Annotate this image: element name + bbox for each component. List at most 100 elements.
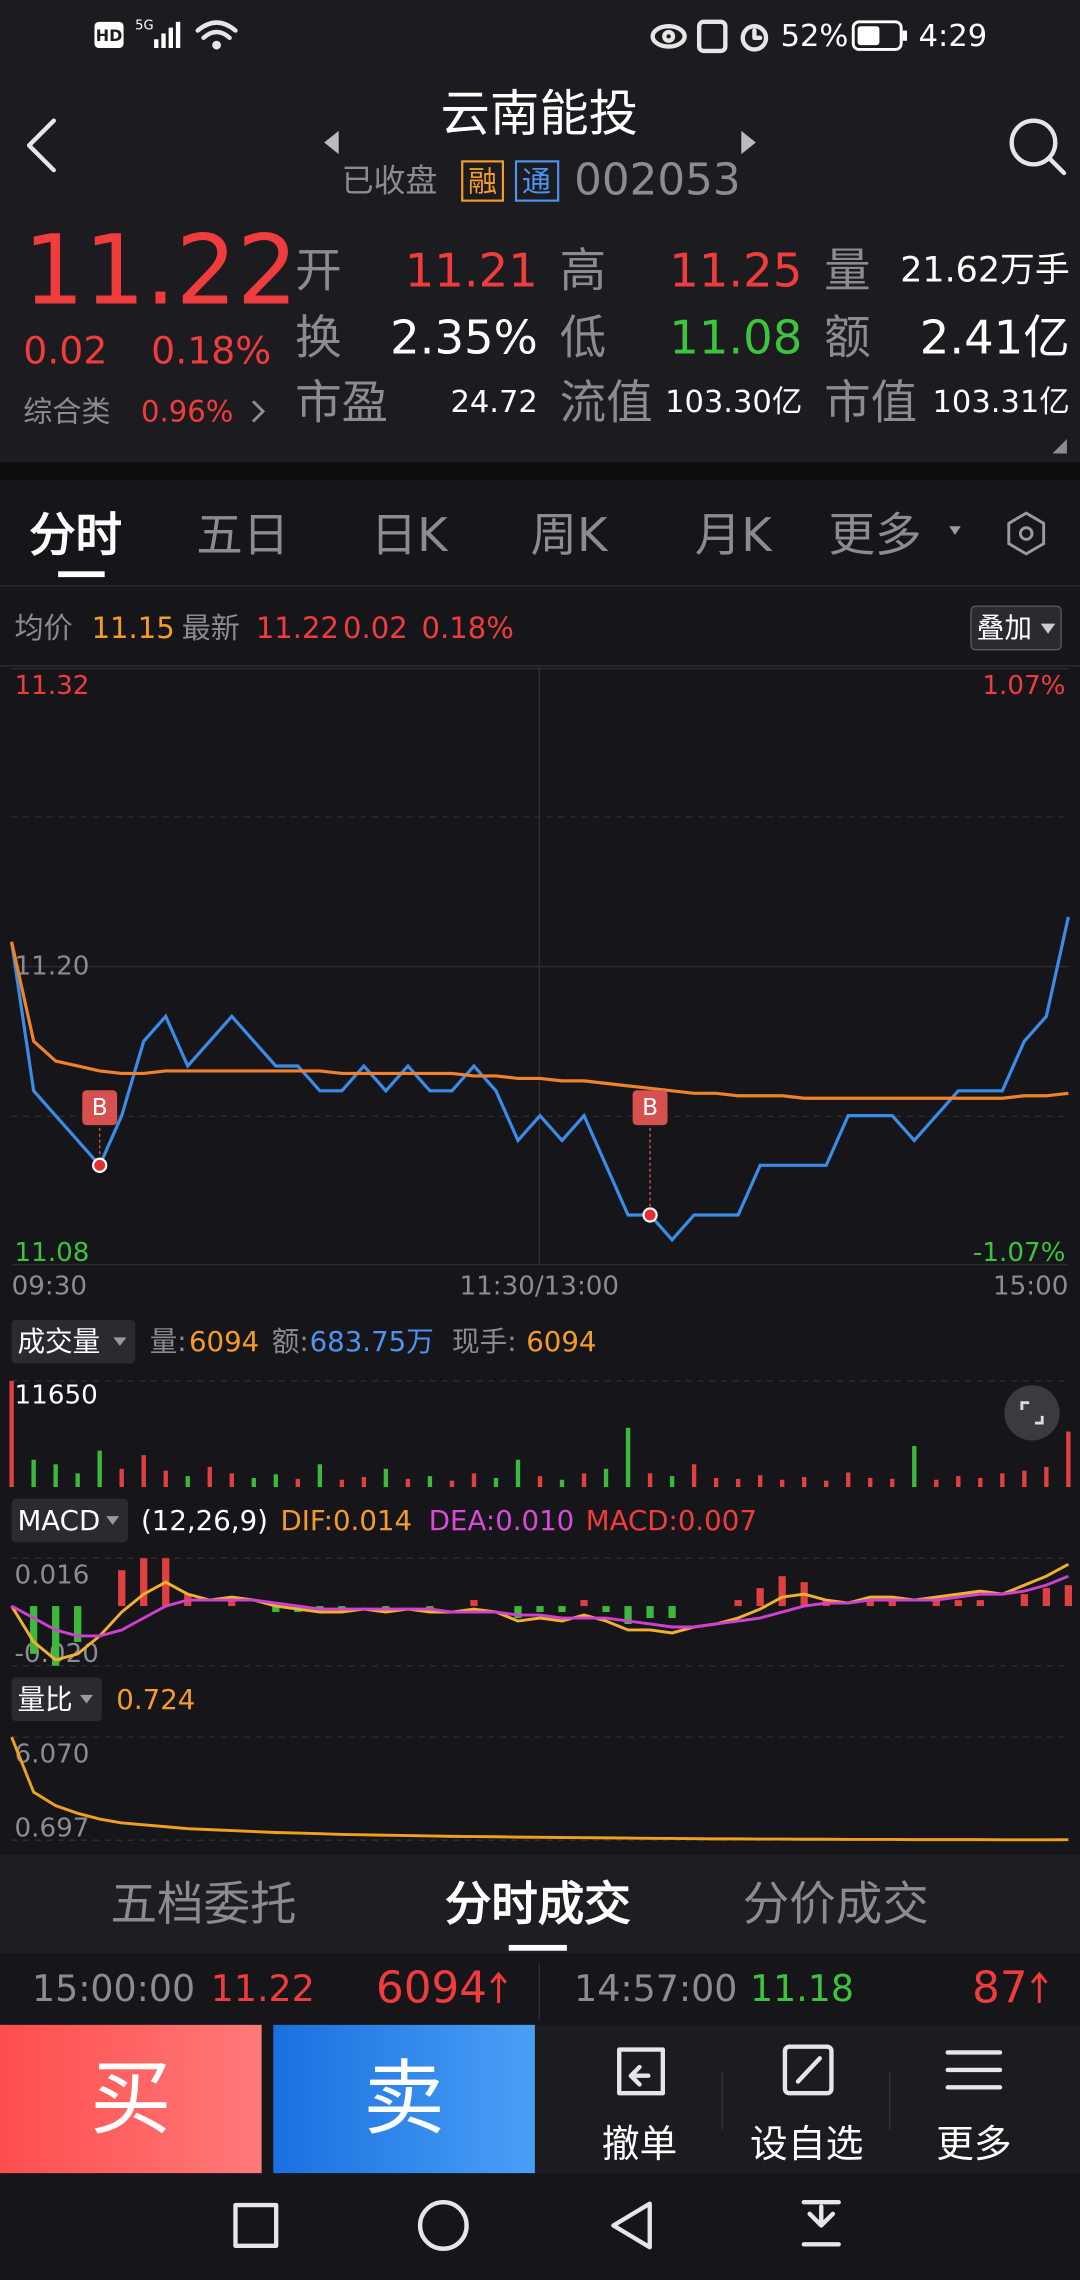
dea-value: DEA:0.010 <box>429 1504 574 1537</box>
buy-button[interactable] <box>0 2024 262 2174</box>
macd-bar <box>536 1606 544 1613</box>
volume-bar <box>515 1459 521 1488</box>
tag-box <box>461 160 505 202</box>
y-tick-label: 11.32 <box>15 671 90 701</box>
trade-price: 11.18 <box>750 1967 854 2010</box>
trade-tab[interactable]: 分价成交 <box>743 1877 929 1931</box>
wifi-icon <box>195 20 238 50</box>
latest-label: 最新 <box>182 611 240 645</box>
average-line <box>10 941 1069 1100</box>
prev-stock[interactable] <box>324 130 339 155</box>
chart-tab[interactable]: 日K <box>371 508 449 562</box>
field-value: 103.30亿 <box>665 385 802 420</box>
settings-button[interactable] <box>1007 511 1046 556</box>
trade-price: 11.22 <box>211 1967 315 2010</box>
expand-corner[interactable] <box>1052 439 1067 454</box>
watchlist-icon[interactable] <box>782 2044 834 2096</box>
volume-bar <box>1044 1467 1049 1488</box>
volume-bar <box>361 1477 367 1488</box>
indicator-select[interactable] <box>11 1319 136 1364</box>
volume-bar <box>251 1477 256 1488</box>
connect-tag: 通 <box>522 165 551 199</box>
separator <box>0 462 1080 480</box>
field-value: 2.35% <box>390 310 538 364</box>
back-button[interactable] <box>26 118 56 173</box>
market-status: 已收盘 <box>342 161 438 199</box>
volume-bar <box>779 1479 785 1488</box>
macd-bar <box>888 1600 896 1607</box>
y-tick-label: 0.697 <box>15 1814 90 1844</box>
expand-button[interactable] <box>1004 1385 1060 1441</box>
price-change-pct: 0.18% <box>151 328 271 372</box>
sell-button[interactable] <box>273 2024 535 2174</box>
overlay-button[interactable] <box>970 605 1062 651</box>
macd-bar <box>734 1600 742 1607</box>
search-button[interactable] <box>1009 118 1067 176</box>
macd-bar <box>558 1606 566 1613</box>
volume-bar <box>647 1473 653 1488</box>
y-tick-label: 11.20 <box>15 952 90 982</box>
buy-marker <box>82 1090 118 1126</box>
price-line <box>10 916 1070 1243</box>
field-value: 21.62万手 <box>900 250 1070 290</box>
field-value: 103.31亿 <box>933 385 1070 420</box>
indicator-select[interactable] <box>11 1498 128 1543</box>
ratio-line <box>10 1736 1069 1842</box>
macd-bar <box>228 1600 236 1607</box>
macd-bar <box>514 1606 522 1619</box>
volume-bar <box>890 1478 895 1488</box>
volume-bar <box>471 1473 477 1488</box>
indicator-select[interactable] <box>11 1677 102 1722</box>
sector-arrow[interactable] <box>251 400 266 423</box>
volume-bar <box>1022 1470 1027 1488</box>
select-caret <box>113 1337 127 1347</box>
trade-tab[interactable]: 五档委托 <box>110 1877 296 1931</box>
volume-bar <box>824 1480 829 1488</box>
buy-label: 买 <box>90 2051 171 2146</box>
macd-bar <box>272 1606 280 1613</box>
cancel-label[interactable]: 撤单 <box>602 2122 678 2166</box>
trade-tab[interactable]: 分时成交 <box>445 1877 631 1931</box>
up-arrow <box>1030 1971 1048 2004</box>
macd-bar <box>756 1588 764 1607</box>
chart-tab[interactable]: 周K <box>531 508 609 562</box>
macd-bar <box>932 1600 940 1607</box>
volume-bar <box>581 1473 587 1488</box>
volume-bar <box>9 1380 14 1488</box>
price-change: 0.02 <box>23 328 107 372</box>
volume-stat-value: 6094 <box>189 1325 259 1358</box>
macd-bar <box>1064 1585 1073 1607</box>
volume-bar <box>934 1479 939 1488</box>
macd-bar <box>140 1558 148 1607</box>
settings-dot <box>1018 526 1034 541</box>
volume-stat-value: 6094 <box>526 1325 596 1358</box>
sector[interactable]: 综合类 <box>23 394 110 428</box>
last-price: 11.22 <box>23 214 298 326</box>
macd-bar <box>954 1600 962 1607</box>
macd-title: MACD <box>17 1504 100 1537</box>
x-tick-label: 11:30/13:00 <box>459 1271 619 1301</box>
field-label: 换 <box>295 310 342 364</box>
field-label: 高 <box>560 243 606 297</box>
watchlist-label[interactable]: 设自选 <box>750 2122 863 2166</box>
volume-stat-label: 额: <box>272 1325 309 1358</box>
more-label[interactable]: 更多 <box>936 2122 1012 2166</box>
volume-bar <box>669 1476 675 1488</box>
next-stock[interactable] <box>741 130 756 155</box>
dif-value: DIF:0.014 <box>281 1504 412 1537</box>
latest-price: 11.22 <box>256 611 339 645</box>
hd-badge <box>94 21 124 49</box>
nav-bar[interactable] <box>233 2200 841 2251</box>
more-icon[interactable] <box>945 2050 1003 2090</box>
macd-bar <box>580 1600 588 1607</box>
chart-tab[interactable]: 五日 <box>196 508 289 562</box>
latest-change: 0.02 <box>343 611 408 645</box>
ratio-title: 量比 <box>17 1683 72 1716</box>
chart-tab[interactable]: 分时 <box>29 508 122 562</box>
chart-tab[interactable]: 月K <box>695 508 773 562</box>
cancel-icon[interactable] <box>617 2047 666 2096</box>
trade-tabs-bg <box>0 1854 1080 1954</box>
chart-tab[interactable]: 更多 <box>829 508 922 562</box>
